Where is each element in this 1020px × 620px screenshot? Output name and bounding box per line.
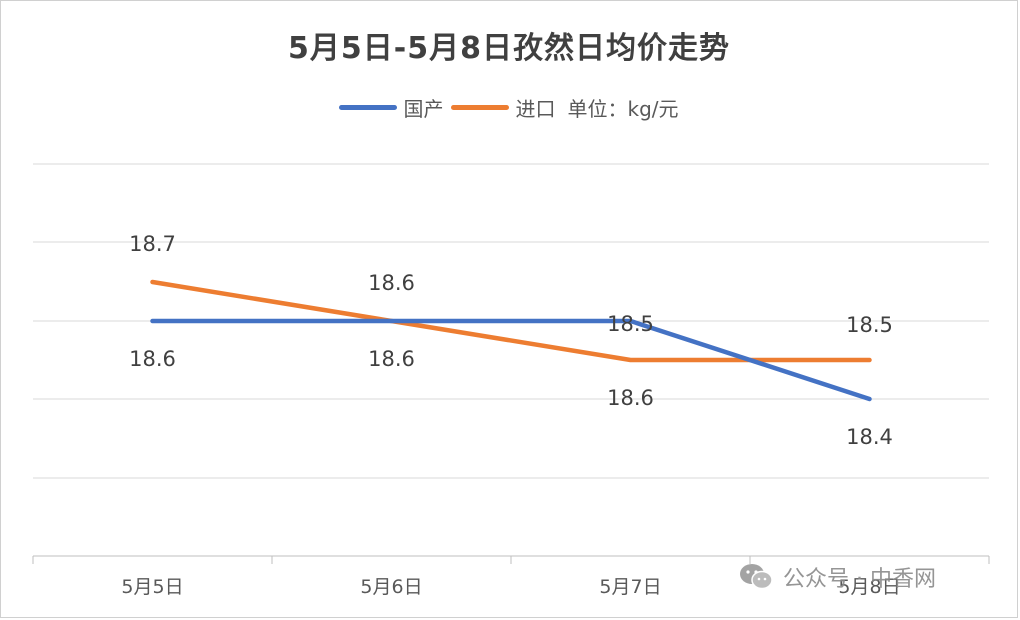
watermark-text: 公众号 · 中香网 (783, 567, 936, 592)
wechat-icon (740, 564, 773, 590)
legend-label-domestic: 国产 (403, 97, 444, 121)
chart-title: 5月5日-5月8日孜然日均价走势 (288, 31, 730, 66)
data-label-domestic: 18.4 (846, 425, 893, 449)
x-tick-label: 5月5日 (121, 576, 183, 598)
data-label-domestic: 18.6 (129, 347, 176, 371)
x-tick-label: 5月6日 (360, 576, 422, 598)
legend-label-imported: 进口 (515, 97, 556, 121)
data-label-imported: 18.7 (129, 232, 176, 256)
x-tick-label: 5月7日 (599, 576, 661, 598)
series-line-domestic (150, 318, 872, 402)
data-label-imported: 18.6 (368, 271, 415, 295)
data-label-domestic: 18.6 (368, 347, 415, 371)
data-label-imported: 18.5 (846, 313, 893, 337)
legend-swatch-domestic (339, 105, 398, 110)
unit-label: 单位：kg/元 (567, 97, 679, 121)
chart-legend: 国产 进口 单位：kg/元 (1, 93, 1017, 122)
legend-item-imported: 进口 (451, 93, 563, 122)
x-tick-label: 5月8日 (838, 576, 900, 598)
watermark: 公众号 · 中香网 (739, 561, 936, 593)
legend-swatch-imported (451, 105, 510, 110)
data-label-imported: 18.6 (607, 386, 654, 410)
data-label-domestic: 18.5 (607, 312, 654, 336)
legend-item-domestic: 国产 (339, 93, 451, 122)
